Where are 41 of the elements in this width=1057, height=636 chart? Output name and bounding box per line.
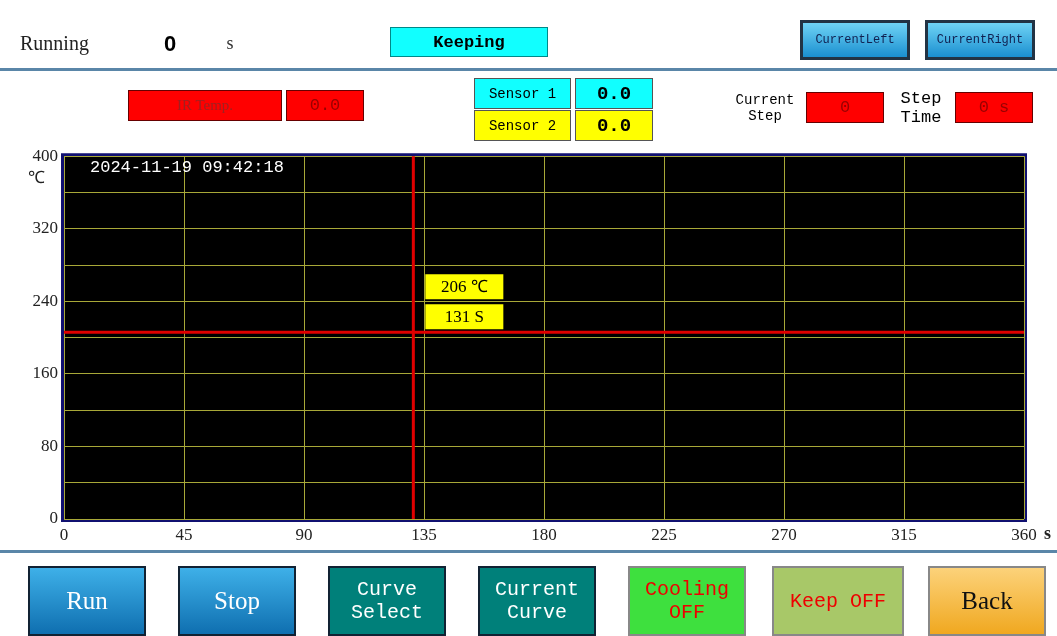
x-axis-title: s [1044, 522, 1052, 543]
text: CurrentLeft [800, 20, 910, 60]
text: Current Step [734, 91, 796, 126]
text: Sensor 1 [474, 78, 571, 109]
text: IR Temp. [128, 90, 282, 121]
y-tick-label: 0 [49, 508, 58, 528]
x-tick-label: 45 [175, 524, 193, 544]
text: s [225, 31, 235, 55]
text: Back [928, 566, 1046, 636]
text: Cooling OFF [628, 566, 746, 636]
y-tick-label: 160 [32, 363, 58, 383]
ref-line-label: 131 S [444, 306, 484, 326]
text: 0.0 [286, 90, 364, 121]
ref-line-label: 206 ℃ [440, 276, 488, 296]
x-tick-label: 180 [531, 524, 557, 544]
x-tick-label: 90 [295, 524, 313, 544]
text: 0.0 [575, 78, 653, 109]
text: Keeping [390, 27, 548, 57]
text: 0 [806, 92, 884, 123]
text: Run [28, 566, 146, 636]
text: Keep OFF [772, 566, 904, 636]
text: 0 [162, 30, 178, 58]
y-tick-label: 240 [32, 290, 58, 310]
text: 0 s [955, 92, 1033, 123]
x-tick-label: 315 [891, 524, 917, 544]
text: Step Time [899, 88, 943, 129]
text: Running [20, 30, 90, 56]
text: Stop [178, 566, 296, 636]
y-tick-label: 80 [41, 435, 58, 455]
text: CurrentRight [925, 20, 1035, 60]
y-axis-title: ℃ [27, 167, 45, 187]
x-tick-label: 225 [651, 524, 677, 544]
text: Current Curve [478, 566, 596, 636]
text: 0.0 [575, 110, 653, 141]
x-tick-label: 270 [771, 524, 797, 544]
y-tick-label: 400 [32, 145, 58, 165]
text: Curve Select [328, 566, 446, 636]
text: Sensor 2 [474, 110, 571, 141]
x-tick-label: 135 [411, 524, 437, 544]
y-tick-label: 320 [32, 218, 58, 238]
x-tick-label: 360 [1011, 524, 1037, 544]
